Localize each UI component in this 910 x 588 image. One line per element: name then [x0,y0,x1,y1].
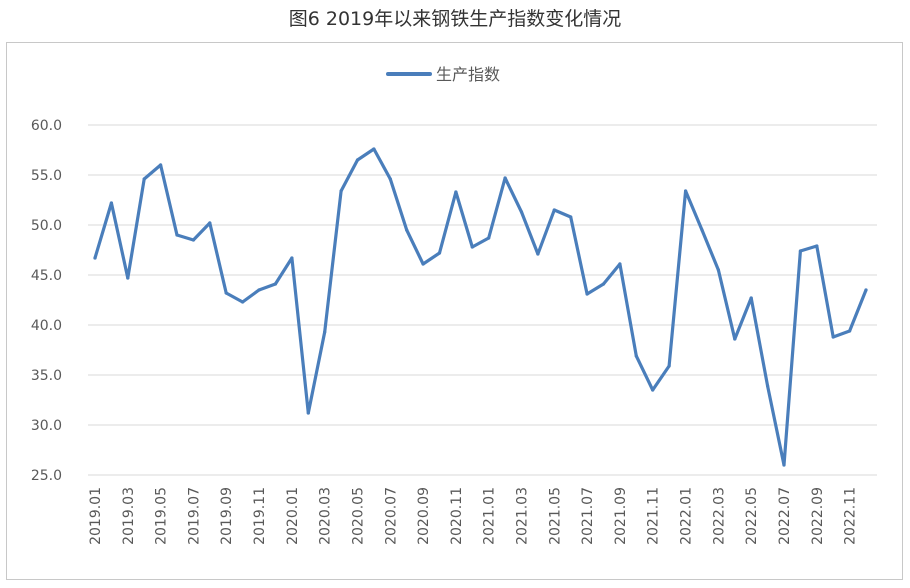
x-tick-label: 2020.11 [449,487,465,545]
data-point [782,463,786,467]
data-point [798,249,803,253]
x-tick-label: 2022.09 [810,487,826,545]
data-point [831,335,835,339]
data-point [388,177,392,181]
y-tick-label: 25.0 [31,468,62,484]
x-tick-label: 2020.05 [350,487,366,545]
x-tick-label: 2022.03 [711,487,727,545]
data-point [208,221,212,225]
data-point [864,288,868,292]
data-point [355,158,360,162]
y-tick-label: 50.0 [31,218,62,234]
x-tick-label: 2021.09 [613,487,629,545]
y-tick-label: 55.0 [31,168,62,184]
y-axis-ticks: 25.0 30.0 35.0 40.0 45.0 50.0 55.0 60.0 [31,118,62,484]
data-point [815,244,819,248]
data-point [126,276,130,280]
data-point [437,251,442,255]
x-tick-label: 2019.01 [88,487,104,545]
data-point [651,388,655,392]
x-tick-label: 2020.09 [416,487,432,545]
data-point [454,190,458,194]
x-tick-label: 2022.07 [777,487,793,545]
data-point [585,292,589,296]
data-point [519,210,524,214]
data-point [273,282,277,286]
data-point [766,384,770,388]
x-tick-label: 2020.01 [285,487,301,545]
x-tick-label: 2021.01 [482,487,498,545]
data-point [503,176,507,180]
x-tick-label: 2019.09 [219,487,235,545]
x-tick-label: 2019.05 [154,487,170,545]
gridlines [88,124,877,476]
y-tick-label: 40.0 [31,318,62,334]
data-point [109,201,113,205]
data-point [700,228,704,232]
series-line-0 [93,147,868,467]
data-point [733,337,737,341]
data-point [159,163,163,167]
x-tick-label: 2022.11 [843,487,859,545]
data-point [536,252,540,256]
y-tick-label: 45.0 [31,268,62,284]
legend: 生产指数 [386,65,500,84]
data-point [323,330,327,334]
data-point [552,208,556,212]
figure-title: 图6 2019年以来钢铁生产指数变化情况 [288,8,622,30]
data-point [224,291,228,295]
x-tick-label: 2019.11 [252,487,268,545]
data-point [716,268,721,272]
data-point [241,300,245,304]
y-tick-label: 30.0 [31,418,62,434]
data-point [142,177,146,181]
data-point [848,329,852,333]
data-point [175,233,179,237]
data-point [470,245,474,249]
x-tick-label: 2021.11 [646,487,662,545]
data-point [372,147,376,151]
data-point [684,189,688,193]
x-tick-label: 2022.05 [744,487,760,545]
legend-label: 生产指数 [436,65,500,84]
y-tick-label: 60.0 [31,118,62,134]
x-tick-label: 2019.07 [186,487,202,545]
series-lines [93,147,868,467]
data-point [93,256,97,260]
data-point [421,262,425,266]
data-point [487,236,491,240]
data-point [618,262,622,266]
y-tick-label: 35.0 [31,368,62,384]
x-tick-label: 2021.07 [580,487,596,545]
data-point [306,411,310,415]
x-tick-label: 2021.03 [515,487,531,545]
data-point [257,288,261,292]
data-point [569,215,573,219]
data-point [290,256,294,260]
x-tick-label: 2021.05 [547,487,563,545]
data-point [667,364,671,368]
data-point [191,238,195,242]
data-point [405,228,409,232]
x-tick-label: 2020.03 [318,487,334,545]
data-point [634,354,638,358]
x-tick-label: 2022.01 [679,487,695,545]
data-point [601,282,606,286]
data-point [749,296,753,300]
x-axis-ticks: 2019.01 2019.03 2019.05 2019.07 2019.09 2019.… [88,487,859,545]
x-tick-label: 2020.07 [383,487,399,545]
x-tick-label: 2019.03 [121,487,137,545]
data-point [339,189,343,193]
